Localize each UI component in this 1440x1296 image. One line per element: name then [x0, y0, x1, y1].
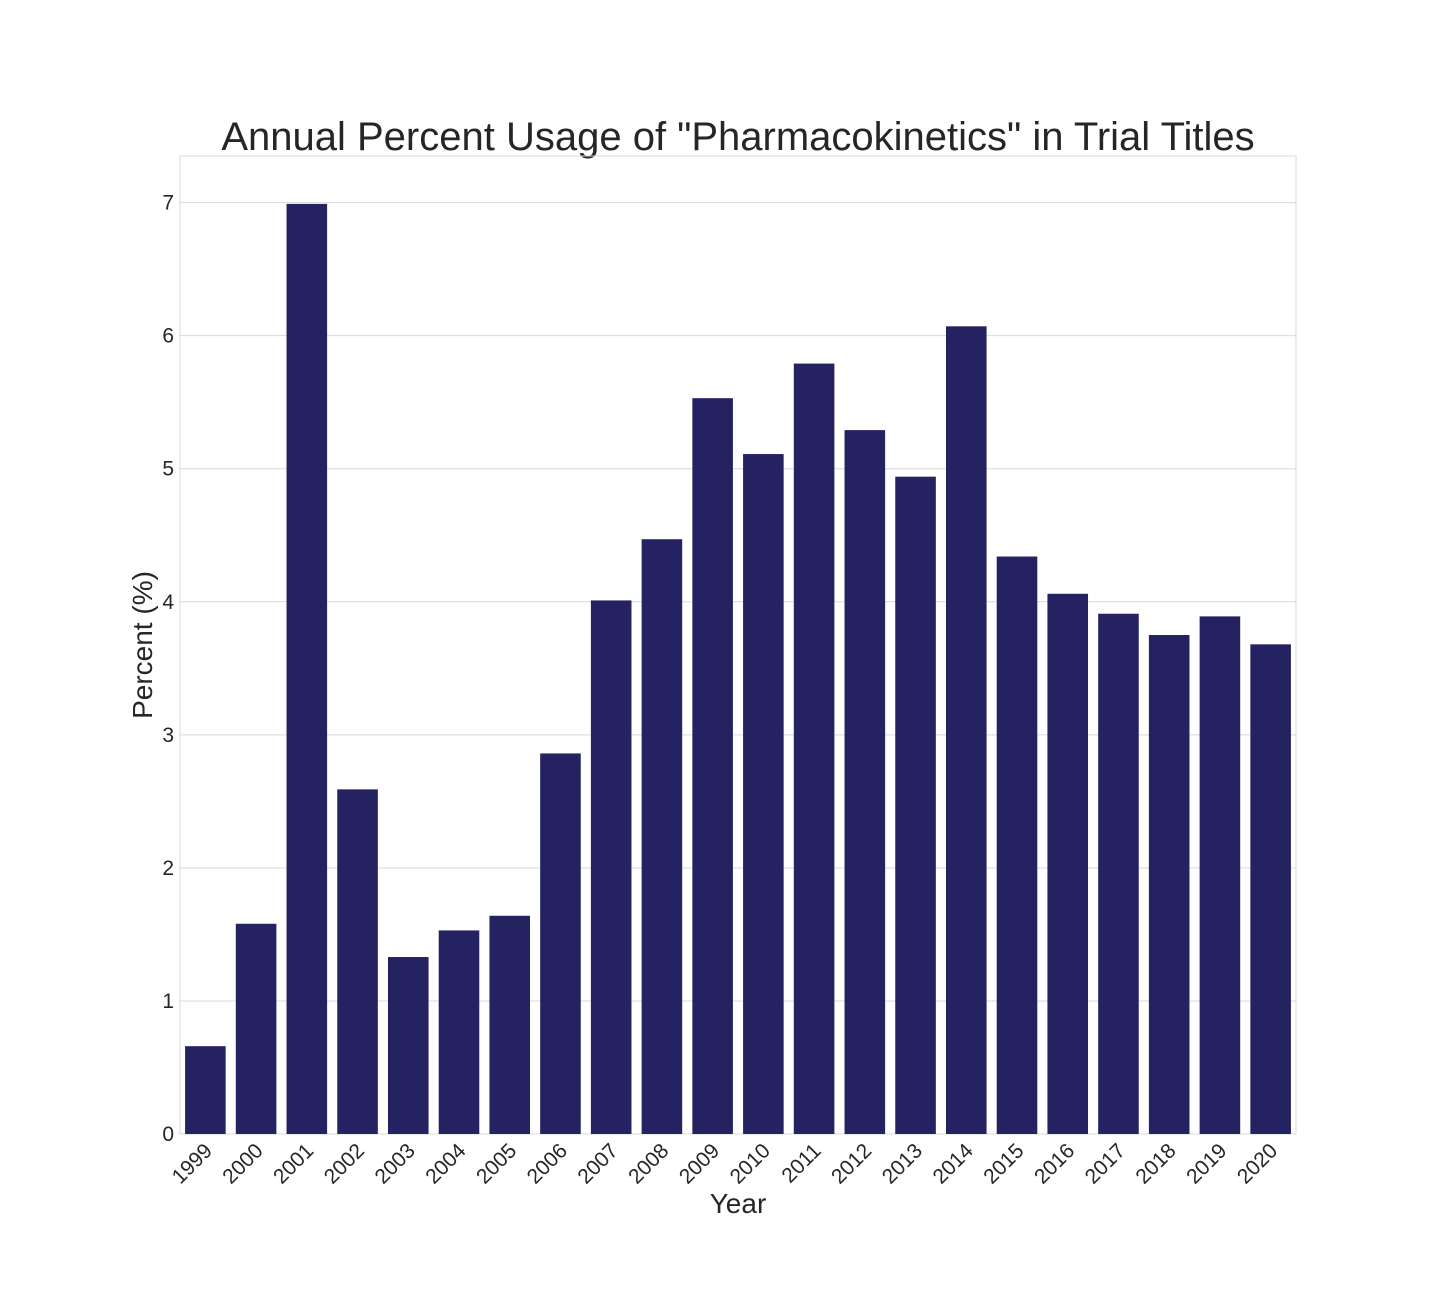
x-tick-label: 1999: [168, 1139, 217, 1188]
x-tick-label: 2019: [1182, 1139, 1231, 1188]
bar-2020: [1250, 644, 1291, 1134]
y-axis-label: Percent (%): [127, 571, 158, 719]
x-tick-label: 2016: [1030, 1139, 1079, 1188]
x-tick-label: 2003: [371, 1139, 420, 1188]
x-tick-label: 2018: [1131, 1139, 1180, 1188]
bar-2008: [641, 539, 683, 1134]
bar-2007: [590, 600, 632, 1134]
bar-2005: [489, 915, 531, 1134]
x-tick-label: 2015: [979, 1139, 1028, 1188]
bar-2015: [996, 556, 1038, 1134]
bar-2018: [1148, 635, 1190, 1134]
x-tick-label: 2012: [827, 1139, 876, 1188]
plot-frame: [179, 155, 1297, 1135]
x-tick-label: 2000: [218, 1139, 267, 1188]
bar-2011: [793, 363, 835, 1134]
bar-2016: [1047, 593, 1089, 1134]
x-tick-label: 2008: [624, 1139, 673, 1188]
x-tick-label: 2002: [320, 1139, 369, 1188]
y-tick-label: 2: [162, 857, 174, 880]
x-tick-labels: 1999 2000 2001 2002 2003 2004 2005 2006 2007 2008…: [168, 1139, 1283, 1189]
y-tick-label: 1: [162, 990, 174, 1013]
x-tick-label: 2020: [1233, 1139, 1282, 1188]
x-tick-label: 2007: [573, 1139, 622, 1188]
y-tick-label: 3: [162, 724, 174, 747]
bar-2014: [945, 326, 987, 1134]
bar-2006: [540, 753, 581, 1134]
bar-2000: [235, 923, 277, 1134]
bar-2003: [387, 957, 429, 1134]
bar-1999: [185, 1046, 226, 1134]
x-axis-label: Year: [710, 1188, 767, 1219]
bar-2012: [844, 430, 886, 1135]
bar-2013: [895, 476, 936, 1134]
bars: [185, 203, 1291, 1135]
y-tick-label: 5: [162, 458, 174, 481]
x-tick-label: 2009: [675, 1139, 724, 1188]
x-tick-label: 2010: [726, 1139, 775, 1188]
x-tick-label: 2006: [523, 1139, 572, 1188]
x-tick-label: 2004: [421, 1139, 471, 1189]
bar-2009: [692, 398, 733, 1135]
y-tick-label: 6: [162, 325, 174, 348]
x-tick-label: 2017: [1081, 1139, 1130, 1188]
bar-2002: [337, 789, 378, 1134]
x-tick-label: 2005: [472, 1139, 521, 1188]
y-tick-label: 0: [162, 1123, 174, 1146]
x-tick-label: 2014: [929, 1139, 979, 1189]
y-tick-labels: 0 1 2 3 4 5 6 7: [162, 192, 174, 1146]
x-tick-label: 2011: [777, 1139, 825, 1187]
x-tick-label: 2001: [269, 1139, 318, 1188]
bar-2017: [1098, 613, 1139, 1134]
bar-2010: [743, 454, 784, 1134]
y-tick-label: 7: [162, 192, 174, 215]
bar-2019: [1199, 616, 1241, 1134]
bar-2001: [286, 203, 328, 1134]
y-tick-label: 4: [162, 591, 174, 614]
bar-2004: [438, 930, 480, 1134]
x-tick-label: 2013: [878, 1139, 927, 1188]
chart-title: Annual Percent Usage of "Pharmacokinetic…: [221, 115, 1254, 159]
